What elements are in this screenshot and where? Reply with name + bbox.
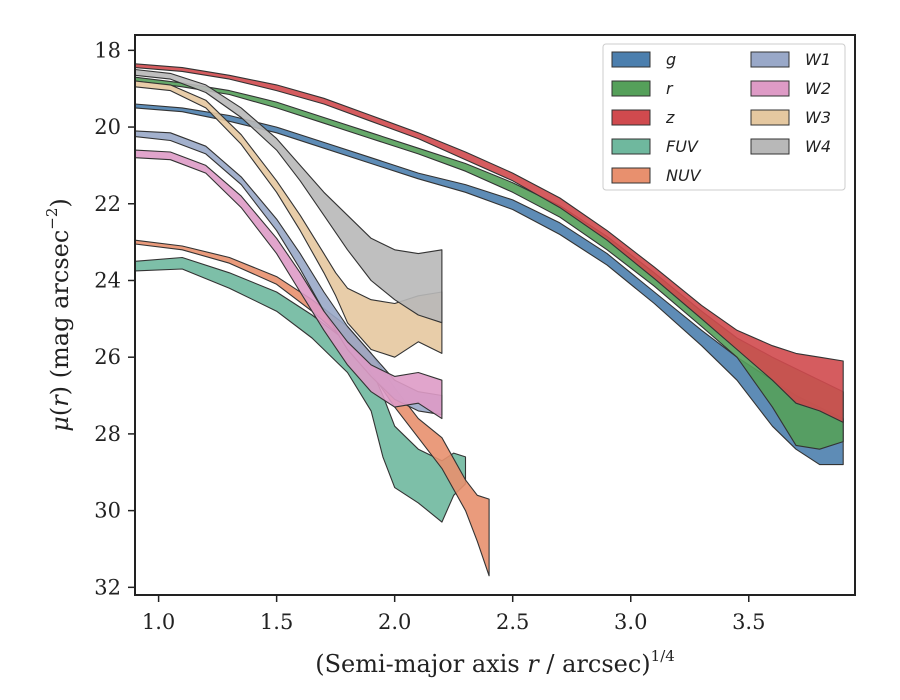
legend-label-w2: W2 [805,79,831,98]
series-band-w4 [134,68,443,324]
y-axis-label-end: ) [46,198,74,207]
legend-swatch-fuv [611,138,651,155]
legend-label-w4: W4 [805,137,831,156]
legend-label-nuv: NUV [666,166,702,185]
legend-label-g: g [666,50,676,69]
x-axis-label: (Semi-major axis r / arcsec)1/4 [315,647,675,678]
series-band-w3 [134,80,443,358]
legend-label-w1: W1 [805,50,831,69]
legend-swatch-w1 [750,51,790,68]
plot-frame [134,34,856,596]
x-tick-label: 2.5 [496,610,529,634]
x-axis-label-post: / arcsec) [539,650,651,678]
legend-label-w3: W3 [805,108,831,127]
legend-swatch-w2 [750,80,790,97]
x-axis-label-var: r [527,650,540,678]
legend-swatch-r [611,80,651,97]
y-tick-label: 28 [94,422,121,446]
y-axis-label-close: ) [46,386,74,395]
legend-label-r: r [666,79,674,98]
legend-label-fuv: FUV [666,137,699,156]
y-tick-label: 24 [94,268,121,292]
y-axis-label-exponent: −2 [43,208,61,230]
y-tick-label: 30 [94,499,121,523]
x-tick-label: 2.0 [378,610,411,634]
x-tick-label: 3.0 [614,610,647,634]
y-axis-label-unit: (mag arcsec [46,230,74,386]
x-tick-label: 1.5 [260,610,293,634]
legend-label-z: z [665,108,675,127]
y-axis-label-var: r [46,394,74,407]
series-band-z [134,63,844,423]
y-tick-label: 22 [94,192,121,216]
series-band-g [134,103,844,466]
series-band-r [134,76,844,450]
y-axis: 18 20 22 24 26 28 30 32 [94,38,135,599]
legend-swatch-w3 [750,109,790,126]
legend-swatch-w4 [750,138,790,155]
x-axis-label-exponent: 1/4 [651,647,675,665]
y-tick-label: 26 [94,345,121,369]
y-tick-label: 18 [94,38,121,62]
y-axis-label-mu: μ [46,416,74,432]
legend-swatch-nuv [611,167,651,184]
legend: grz FUV NUV W1 W2 W3 W4 [602,43,846,191]
y-tick-label: 32 [94,575,121,599]
y-axis-label: μ(r) (mag arcsec−2) [43,198,74,432]
x-axis: 1.0 1.5 2.0 2.5 3.0 3.5 [142,595,765,634]
series-band-w2 [134,149,443,420]
legend-swatch-g [611,51,651,68]
x-tick-label: 3.5 [732,610,765,634]
y-tick-label: 20 [94,115,121,139]
legend-swatch-z [611,109,651,126]
x-axis-label-pre: (Semi-major axis [315,650,527,678]
series-layer [134,63,844,577]
x-tick-label: 1.0 [142,610,175,634]
legend-items: grz FUV NUV W1 W2 W3 W4 [611,50,831,185]
y-axis-label-open: ( [46,407,74,416]
